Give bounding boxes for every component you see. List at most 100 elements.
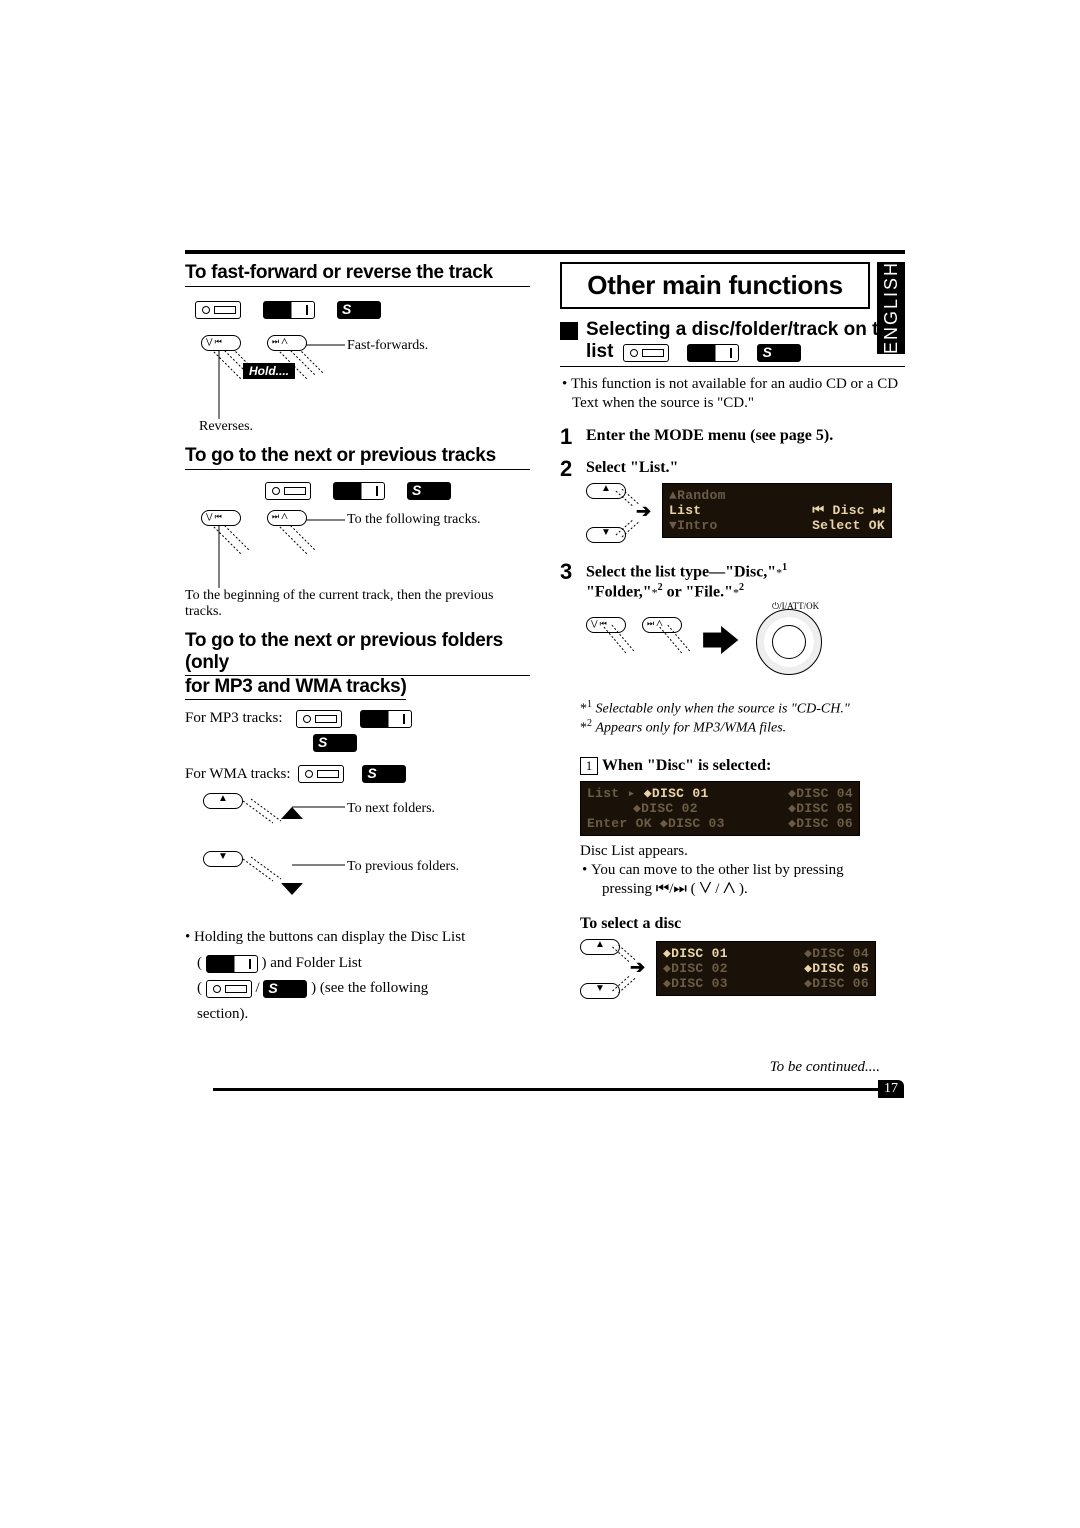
sd-icon [757, 344, 801, 362]
control-dial[interactable] [756, 609, 822, 675]
left-column: To fast-forward or reverse the track [185, 262, 530, 1027]
language-tab: ENGLISH [877, 262, 905, 354]
next-folder-button[interactable] [203, 793, 243, 809]
cd-note-text: This function is not available for an au… [571, 376, 898, 411]
section-folders-title: To go to the next or previous folders (o… [185, 630, 530, 701]
label-to-following: To the following tracks. [347, 512, 497, 529]
fn1-text: Selectable only when the source is "CD-C… [596, 702, 850, 717]
selecting-l1: Selecting a disc/folder/track on the [586, 319, 901, 341]
select-disc-figure: ➔ ◆DISC 01◆DISC 04 ◆DISC 02◆DISC 05 ◆DIS… [580, 939, 905, 1009]
display-list-select: ▲Random List ⏮ Disc ⏭ ▼Intro Select OK [662, 483, 892, 538]
move-other-note: • You can move to the other list by pres… [580, 861, 905, 899]
prev-folder-button[interactable] [203, 851, 243, 867]
top-rule [185, 250, 905, 254]
disc-icon [195, 301, 241, 319]
section-folders-title-l2: for MP3 and WMA tracks) [185, 676, 406, 700]
disc-icon [265, 482, 311, 500]
sd-10: ◆DISC 04 [804, 946, 869, 961]
disc-list-appears: Disc List appears. [580, 842, 905, 861]
footer-rule [213, 1088, 878, 1091]
hold-badge: Hold.... [243, 363, 295, 379]
page-columns: To fast-forward or reverse the track [185, 250, 905, 1027]
down-button[interactable] [580, 983, 620, 999]
sd-icon [263, 980, 307, 998]
and-folder-list: ) and Folder List [262, 955, 362, 971]
sd-icon [362, 765, 406, 783]
hdd-icon [263, 301, 315, 319]
label-next-folders: To next folders. [347, 801, 435, 817]
sd-00: ◆DISC 01 [663, 946, 728, 961]
right-button[interactable] [642, 617, 682, 633]
disp-random: ▲Random [669, 488, 726, 503]
cd-note: • This function is not available for an … [560, 375, 905, 413]
step3-figure: ⏻/I/ATT/OK [586, 607, 905, 687]
step-number: 1 [560, 424, 578, 450]
diagram-fast-forward: Fast-forwards. Hold.... Reverses. [185, 335, 530, 445]
selecting-l2: list [586, 341, 613, 363]
for-mp3-row: For MP3 tracks: [185, 709, 530, 728]
step-1: 1 Enter the MODE menu (see page 5). [560, 424, 905, 450]
see-following: ) (see the following [311, 980, 428, 996]
when-disc-heading: 1When "Disc" is selected: [580, 757, 905, 775]
icon-row-ff [185, 295, 530, 335]
to-be-continued: To be continued.... [770, 1059, 880, 1076]
sd-icon [337, 301, 381, 319]
disp-intro: ▼Intro [669, 518, 718, 533]
footnotes: *1 Selectable only when the source is "C… [580, 699, 905, 737]
dlist-l0: List ▸ [587, 786, 636, 801]
left-button[interactable] [586, 617, 626, 633]
footnote-2: *2 Appears only for MP3/WMA files. [580, 718, 905, 737]
down-button[interactable] [586, 527, 626, 543]
step3-a: Select the list type—"Disc," [586, 564, 776, 581]
fn2-text: Appears only for MP3/WMA files. [596, 721, 787, 736]
hdd-icon [687, 344, 739, 362]
section-next-prev-title: To go to the next or previous tracks [185, 445, 530, 470]
disc-icon [296, 710, 342, 728]
disp-list: List [669, 503, 701, 518]
move-other-text: You can move to the other list by pressi… [591, 862, 844, 878]
steps-list: 1 Enter the MODE menu (see page 5). 2 Se… [560, 424, 905, 687]
sd-icon [407, 482, 451, 500]
up-button[interactable] [580, 939, 620, 955]
dlist-10: ◆DISC 04 [788, 786, 853, 801]
forward-button[interactable] [267, 335, 307, 351]
sd-01: ◆DISC 02 [663, 961, 728, 976]
right-column: Other main functions Selecting a disc/fo… [560, 262, 905, 1027]
hdd-icon [360, 710, 412, 728]
sd-02: ◆DISC 03 [663, 976, 728, 991]
for-mp3-label: For MP3 tracks: [185, 710, 283, 726]
dlist-00: ◆DISC 01 [644, 786, 709, 801]
step3-b: "Folder," [586, 583, 652, 600]
language-tab-text: ENGLISH [881, 261, 902, 354]
step-2: 2 Select "List." ➔ ▲Random List⏮ Disc ⏭ … [560, 456, 905, 553]
other-main-functions-title: Other main functions [560, 262, 870, 309]
up-button[interactable] [586, 483, 626, 499]
selecting-heading: Selecting a disc/folder/track on the lis… [560, 319, 905, 367]
boxed-1: 1 [580, 757, 598, 775]
section-fast-forward-title: To fast-forward or reverse the track [185, 262, 530, 287]
section-folders-title-l1: To go to the next or previous folders (o… [185, 630, 530, 677]
disp-disc: ⏮ Disc ⏭ [812, 503, 885, 518]
rewind-button[interactable] [201, 335, 241, 351]
sd-12: ◆DISC 06 [804, 976, 869, 991]
step-3: 3 Select the list type—"Disc,"*1 "Folder… [560, 559, 905, 687]
hdd-icon [206, 955, 258, 973]
dlist-12: ◆DISC 06 [788, 816, 853, 831]
disc-icon [206, 980, 252, 998]
to-select-disc-block: To select a disc ➔ ◆DISC 01◆DISC 04 ◆DIS… [580, 915, 905, 1009]
step-number: 2 [560, 456, 578, 553]
dlist-01: ◆DISC 02 [587, 801, 698, 816]
for-wma-row: For WMA tracks: [185, 765, 530, 784]
step-1-text: Enter the MODE menu (see page 5). [586, 424, 833, 450]
label-prev-folders: To previous folders. [347, 859, 459, 875]
dlist-02: ◆DISC 03 [660, 816, 725, 831]
prev-track-button[interactable] [201, 510, 241, 526]
disc-icon [623, 344, 669, 362]
square-marker [560, 322, 578, 340]
disp-select: Select OK [812, 518, 885, 533]
hold-note-text: Holding the buttons can display the Disc… [194, 929, 465, 945]
sd-11: ◆DISC 05 [804, 961, 869, 976]
next-track-button[interactable] [267, 510, 307, 526]
sd-below [313, 734, 530, 757]
display-select-disc: ◆DISC 01 ◆DISC 04 ◆DISC 02 ◆DISC 05 ◆DISC … [656, 941, 876, 996]
